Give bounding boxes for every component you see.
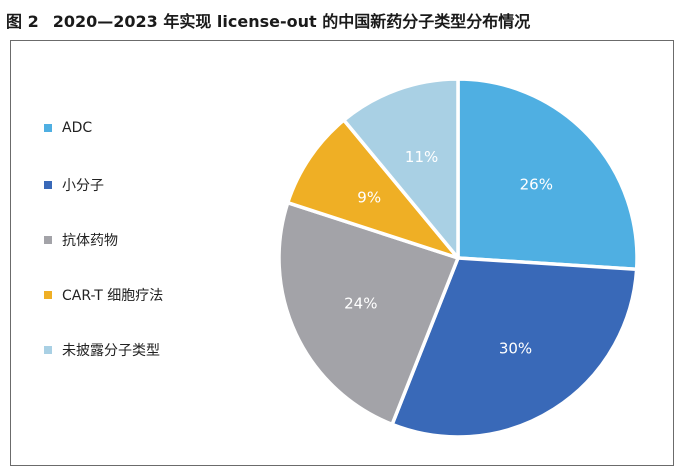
pie-slice-0 <box>456 77 639 271</box>
legend-label-4: 未披露分子类型 <box>62 343 160 359</box>
pie-slice-3 <box>286 118 460 260</box>
legend-label-3: CAR-T 细胞疗法 <box>62 288 164 304</box>
pie-label-3: 9% <box>357 189 381 207</box>
figure-title-text: 2020—2023 年实现 license-out 的中国新药分子类型分布情况 <box>52 12 531 31</box>
legend-swatch-0 <box>44 124 52 132</box>
legend-swatch-4 <box>44 346 52 354</box>
pie-label-0: 26% <box>520 176 553 194</box>
pie-label-2: 24% <box>344 295 377 313</box>
legend-swatch-2 <box>44 236 52 244</box>
legend-label-0: ADC <box>62 120 93 136</box>
legend-item-1: 小分子 <box>44 175 104 195</box>
legend-item-3: CAR-T 细胞疗法 <box>44 285 163 305</box>
pie-slice-1 <box>390 256 639 439</box>
legend-item-0: ADC <box>44 120 92 136</box>
legend-label-2: 抗体药物 <box>62 233 118 249</box>
pie-slices <box>277 77 639 439</box>
legend-swatch-3 <box>44 291 52 299</box>
pie-labels: 26% 30% 24% 9% 11% <box>344 148 553 358</box>
pie-slice-2 <box>277 200 460 427</box>
legend-item-4: 未披露分子类型 <box>44 340 160 360</box>
figure-title: 图 2 2020—2023 年实现 license-out 的中国新药分子类型分布… <box>6 8 530 32</box>
pie-slice-4 <box>342 77 460 260</box>
chart-frame <box>10 40 674 466</box>
figure-number: 图 2 <box>6 12 39 31</box>
legend-label-1: 小分子 <box>62 178 104 194</box>
legend-swatch-1 <box>44 181 52 189</box>
legend-item-2: 抗体药物 <box>44 230 118 250</box>
pie-label-1: 30% <box>499 340 532 358</box>
pie-label-4: 11% <box>405 148 438 166</box>
